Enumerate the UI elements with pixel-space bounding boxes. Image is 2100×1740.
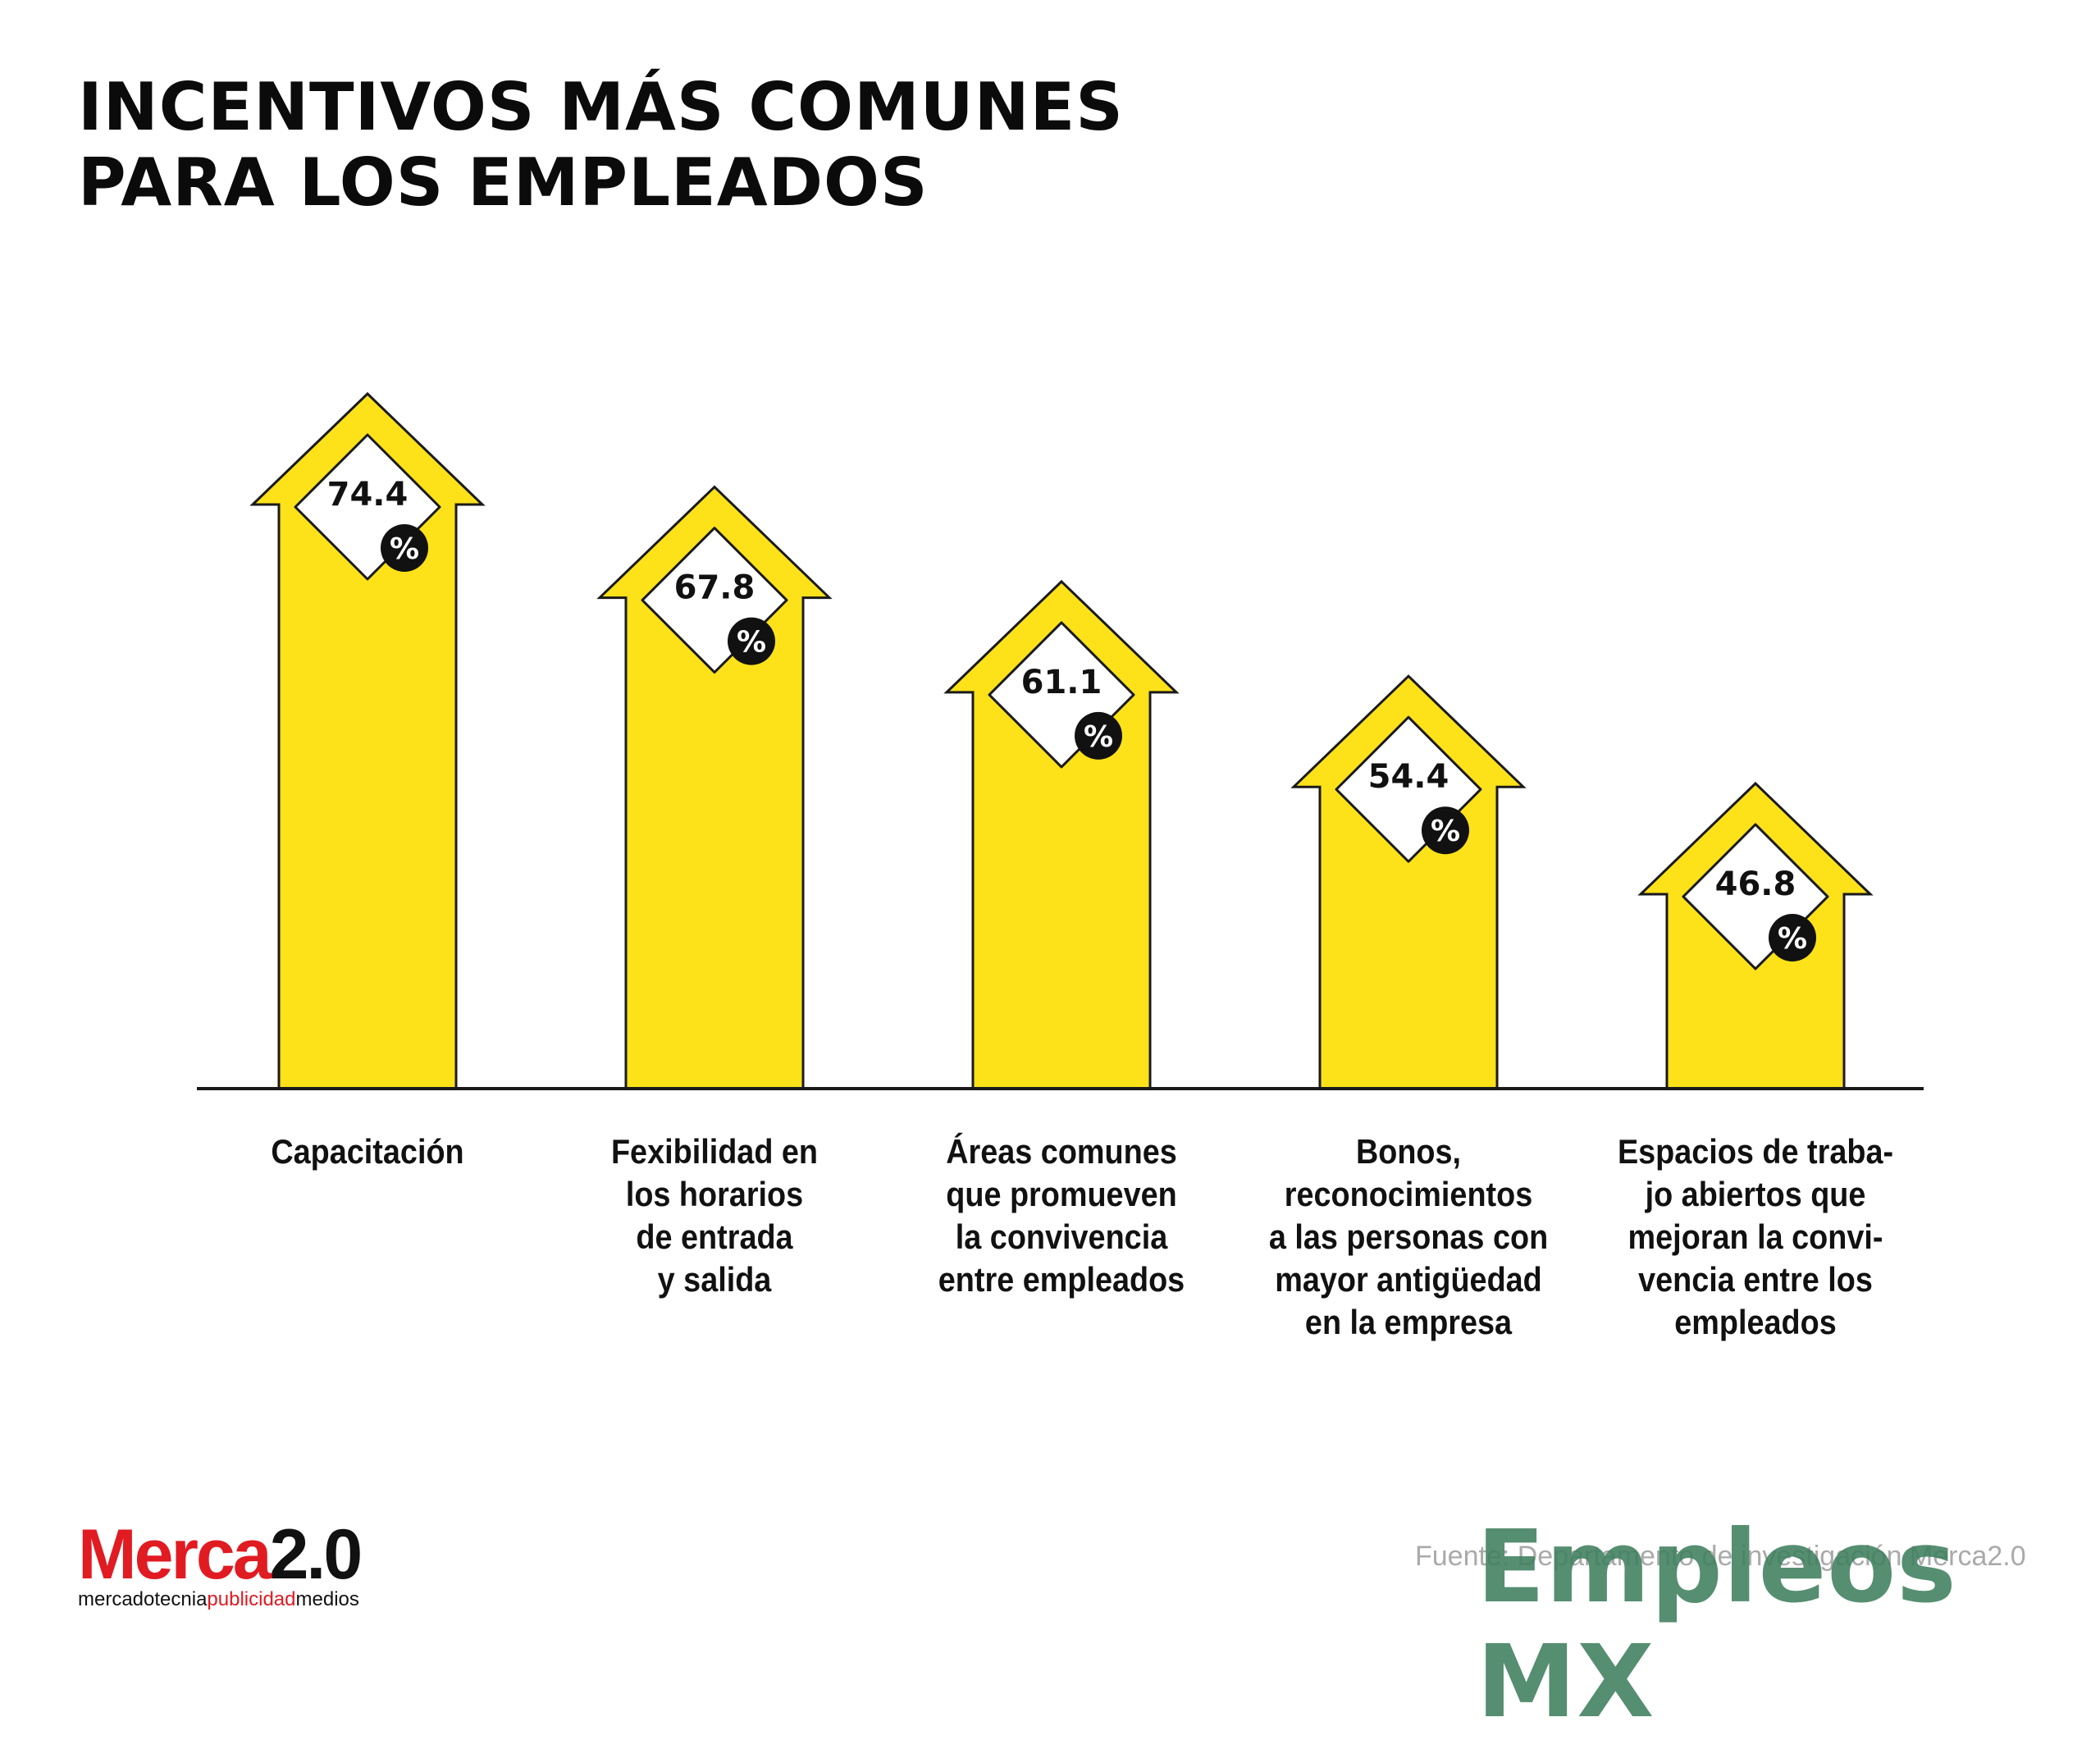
percent-badge [1422,806,1469,855]
category-label-line: y salida [657,1260,772,1299]
category-label-line: mayor antigüedad [1275,1260,1542,1299]
category-label-line: mejoran la convi- [1628,1217,1883,1256]
category-label-line: en la empresa [1304,1303,1513,1341]
percent-sign: % [737,626,766,660]
percent-badge [728,617,775,665]
category-label-4: Bonos, reconocimientos a las personas con m… [1268,1130,1549,1344]
source-note: Fuente: Departamento de investigación Me… [1415,1541,2026,1572]
category-label-1: Capacitación [227,1130,508,1173]
chart-title: INCENTIVOS MÁS COMUNES PARA LOS EMPLEADO… [78,70,1308,221]
data-label: 74.4 [327,476,409,514]
category-label-3: Áreas comunes que promueven la convivencia… [921,1130,1202,1301]
percent-badge [1769,913,1816,961]
category-label-line: los horarios [625,1175,804,1213]
bar-1: 74.4% [249,391,486,1090]
category-label-line: la convivencia [955,1217,1168,1256]
merca-logo: Merca2.0 mercadotecniapublicidadmedios [78,1519,406,1612]
logo-tagline-c: medios [295,1588,359,1610]
title-line-2: PARA LOS EMPLEADOS [78,144,929,221]
bar-chart: 74.4%67.8%61.1%54.4%46.8% [197,391,1924,1090]
logo-tagline: mercadotecniapublicidadmedios [78,1587,406,1612]
percent-badge [1075,711,1122,760]
percent-sign: % [390,532,419,566]
category-label-line: entre empleados [938,1260,1185,1299]
watermark: Empleos MX [1477,1509,1957,1740]
category-label-line: empleados [1674,1303,1837,1341]
percent-sign: % [1431,815,1460,848]
logo-brand-b: 2.0 [269,1515,363,1594]
category-label-line: de entrada [636,1217,793,1256]
category-label-line: jo abiertos que [1645,1175,1866,1213]
bar-4: 54.4% [1290,674,1527,1090]
category-label-line: reconocimientos [1284,1175,1533,1213]
title-line-1: INCENTIVOS MÁS COMUNES [78,69,1124,145]
category-label-line: Espacios de traba- [1617,1132,1894,1171]
data-label: 54.4 [1368,758,1449,796]
data-label: 61.1 [1021,664,1102,701]
bar-3: 61.1% [943,579,1180,1090]
category-label-line: Áreas comunes [946,1132,1177,1171]
category-label-line: que promueven [946,1175,1177,1213]
percent-sign: % [1084,720,1113,754]
data-label: 46.8 [1715,865,1796,903]
logo-brand-a: Merca [78,1515,272,1594]
logo-wordmark: Merca2.0 [78,1519,406,1590]
category-label-line: a las personas con [1268,1217,1549,1256]
bar-5: 46.8% [1637,781,1874,1090]
category-label-line: Fexibilidad en [610,1132,819,1171]
category-label-line: Capacitación [271,1132,464,1171]
data-label: 67.8 [674,569,756,607]
category-label-5: Espacios de traba-jo abiertos que mejoran… [1615,1130,1896,1344]
bars-layer: 74.4%67.8%61.1%54.4%46.8% [249,391,1874,1090]
bar-2: 67.8% [596,485,833,1090]
percent-badge [381,524,428,572]
percent-sign: % [1778,922,1807,956]
logo-tagline-b: publicidad [207,1588,296,1610]
category-label-2: Fexibilidad en los horarios de entrada y sa… [574,1130,855,1301]
logo-tagline-a: mercadotecnia [78,1588,208,1610]
category-label-line: Bonos, [1355,1132,1462,1171]
category-label-line: vencia entre los [1638,1260,1873,1299]
